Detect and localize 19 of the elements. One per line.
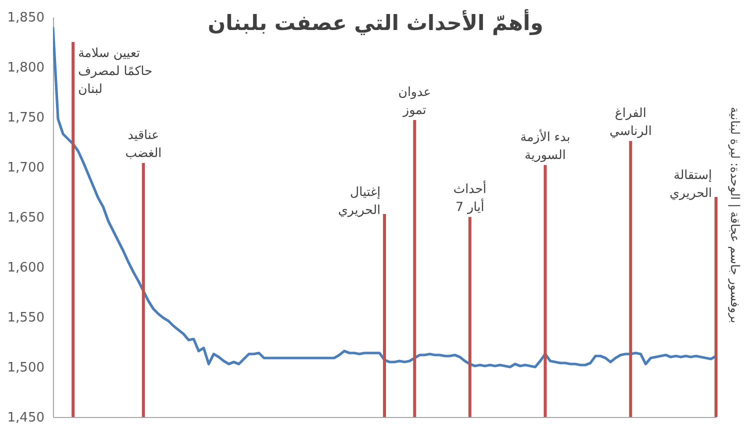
annotation: بدء الأزمة السورية <box>520 129 570 163</box>
y-tick-label: 1,600 <box>7 260 44 276</box>
annotation: إغتيال الحريري <box>338 184 380 218</box>
y-tick-label: 1,750 <box>7 110 44 126</box>
annotation: أحداث 7 أيار <box>453 180 486 215</box>
y-tick-label: 1,800 <box>7 60 44 76</box>
y-tick-label: 1,700 <box>7 160 44 176</box>
text: بروفسور جاسم عجاقة | الوحدة: ليرة لبنانية <box>728 106 742 324</box>
y-tick-label: 1,450 <box>7 410 44 426</box>
y-tick-label: 1,650 <box>7 210 44 226</box>
y-tick-label: 1,500 <box>7 360 44 376</box>
chart-title: وأهمّ الأحداث التي عصفت بلبنان <box>208 9 544 36</box>
annotation: عدوان تموز <box>398 84 431 118</box>
annotation: إستقالة الحريري <box>670 167 712 201</box>
annotation: تعيين سلامة حاكمًا لمصرف لبنان <box>78 45 152 96</box>
annotation: عناقيد الغضب <box>125 127 162 160</box>
annotation: الفراغ الرناسي <box>609 105 652 139</box>
y-tick-label: 1,850 <box>7 10 44 26</box>
y-tick-label: 1,550 <box>7 310 44 326</box>
